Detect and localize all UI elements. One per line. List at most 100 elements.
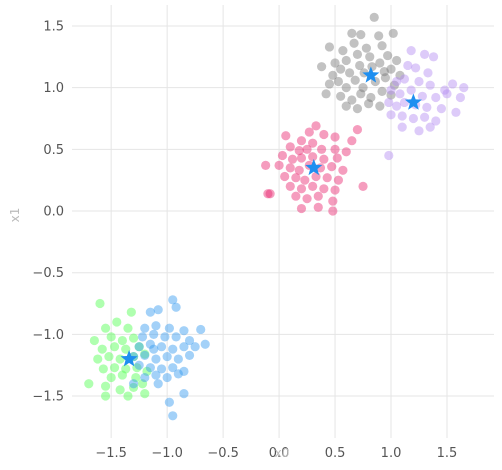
scatter-point [330, 185, 340, 195]
scatter-point [117, 335, 127, 346]
scatter-point [106, 332, 116, 342]
scatter-point [419, 49, 430, 59]
y-tick-label: −1.0 [32, 328, 64, 343]
scatter-point [302, 144, 312, 154]
scatter-point [411, 63, 421, 73]
scatter-point [345, 68, 355, 78]
scatter-point [280, 171, 290, 182]
scatter-point [395, 70, 405, 80]
scatter-point [380, 73, 391, 83]
scatter-point [392, 55, 402, 66]
scatter-point [156, 342, 167, 352]
scatter-point [347, 95, 357, 105]
data-points [84, 12, 469, 421]
scatter-point [171, 302, 181, 312]
y-tick-label: −0.5 [32, 266, 64, 281]
scatter-point [423, 68, 433, 78]
scatter-point [374, 31, 384, 41]
scatter-point [140, 350, 150, 360]
scatter-point [100, 381, 111, 391]
scatter-point [274, 160, 284, 170]
scatter-point [324, 79, 335, 89]
scatter-point [160, 332, 170, 342]
scatter-point [164, 323, 174, 333]
scatter-point [333, 76, 344, 87]
scatter-point [112, 317, 122, 327]
scatter-point [355, 60, 365, 71]
scatter-point [140, 323, 150, 333]
scatter-point [406, 46, 416, 56]
scatter-point [179, 366, 189, 376]
scatter-point [431, 116, 441, 126]
scatter-point [121, 364, 131, 374]
scatter-point [109, 342, 120, 352]
x-axis-ticks: −1.5 −1.0 −0.5 0.0 0.5 1.0 1.5 [95, 446, 457, 461]
scatter-point [417, 91, 427, 101]
scatter-point [336, 64, 346, 74]
scatter-point [350, 75, 360, 85]
scatter-point [89, 335, 99, 346]
scatter-point [352, 49, 363, 59]
scatter-point [308, 152, 318, 162]
scatter-point [414, 126, 424, 136]
y-tick-label: 0.0 [43, 205, 64, 220]
x-tick-label: −1.5 [95, 446, 127, 461]
scatter-point [285, 142, 295, 152]
scatter-point [115, 354, 125, 364]
scatter-point [296, 184, 307, 194]
scatter-point [285, 181, 295, 191]
scatter-point [184, 350, 195, 360]
scatter-point [317, 144, 327, 154]
scatter-point [406, 85, 416, 95]
scatter-point [414, 76, 424, 87]
scatter-point [308, 181, 318, 191]
scatter-point [168, 295, 178, 305]
scatter-point [399, 97, 410, 108]
scatter-point [365, 52, 375, 62]
scatter-point [451, 107, 461, 117]
scatter-point [149, 329, 159, 339]
scatter-point [377, 41, 387, 51]
cluster-centers [120, 66, 422, 367]
scatter-point [149, 344, 159, 354]
scatter-point [425, 80, 435, 90]
scatter-point [442, 89, 452, 99]
scatter-point [140, 349, 150, 359]
scatter-point [137, 379, 148, 389]
cluster-center-star [404, 93, 422, 110]
scatter-point [367, 62, 377, 72]
scatter-point [179, 326, 189, 336]
scatter-point [100, 391, 111, 401]
scatter-point [336, 91, 346, 101]
scatter-point [134, 342, 144, 352]
scatter-point [134, 360, 144, 370]
scatter-point [395, 89, 405, 99]
scatter-point [332, 153, 342, 163]
x-tick-label: −0.5 [207, 446, 239, 461]
scatter-point [358, 181, 368, 191]
scatter-point [115, 385, 125, 395]
scatter-point [408, 113, 419, 124]
scatter-point [131, 372, 141, 383]
scatter-point [168, 344, 178, 354]
scatter-point [361, 43, 371, 53]
scatter-point [302, 194, 312, 204]
scatter-point [311, 171, 321, 182]
scatter-point [296, 136, 307, 146]
cluster-center-star [305, 158, 323, 176]
scatter-point [356, 30, 366, 40]
scatter-point [184, 335, 195, 346]
scatter-point [440, 85, 450, 95]
scatter-point [403, 60, 413, 71]
x-tick-label: 0.0 [269, 446, 290, 461]
cluster-center-star [362, 66, 380, 83]
scatter-point [328, 70, 338, 80]
scatter-point [277, 150, 288, 161]
scatter-point [95, 298, 105, 309]
scatter-point [392, 76, 402, 87]
scatter-point [132, 363, 142, 373]
scatter-point [128, 379, 139, 389]
scatter-point [106, 372, 116, 383]
scatter-point [308, 138, 318, 148]
